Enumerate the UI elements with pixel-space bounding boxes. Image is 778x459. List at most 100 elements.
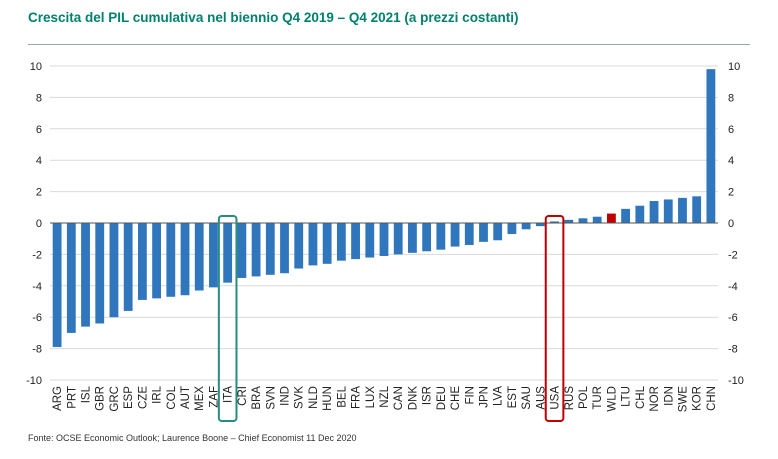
category-labels: ARG PRT ISL GBR GRC ESP CZE IRL COL AUT MEX ZAF ITA C… — [52, 385, 718, 412]
y-tick-label-left: 2 — [36, 187, 42, 199]
bar-hun — [322, 223, 332, 264]
bar-sau — [521, 223, 531, 230]
y-tick-label-left: 0 — [36, 218, 42, 230]
bar-aus — [535, 223, 545, 227]
bar-deu — [436, 223, 446, 250]
category-label-est: EST — [507, 386, 519, 408]
category-label-nzl: NZL — [379, 385, 391, 407]
category-label-arg: ARG — [52, 386, 64, 411]
bar-dnk — [408, 223, 417, 253]
bars — [52, 69, 716, 348]
title-divider — [28, 44, 750, 45]
bar-chn — [706, 69, 716, 223]
bar-nzl — [379, 223, 389, 256]
y-tick-label-left: -10 — [26, 375, 42, 387]
category-label-kor: KOR — [692, 386, 704, 411]
category-label-aut: AUT — [180, 386, 192, 409]
bar-che — [450, 223, 460, 247]
bar-usa — [550, 221, 559, 223]
y-tick-labels: 10 10 8 8 6 6 4 4 2 2 0 0 -2 -2 -4 -4 -6 -6 -8 -8 -10 -10 — [26, 61, 744, 387]
bar-arg — [52, 223, 62, 348]
category-label-bra: BRA — [251, 386, 263, 410]
bar-ind — [280, 223, 289, 274]
bar-mex — [194, 223, 204, 291]
category-label-tur: TUR — [592, 386, 604, 410]
category-label-wld: WLD — [606, 386, 618, 412]
y-tick-label-right: 8 — [728, 92, 734, 104]
bar-jpn — [479, 223, 488, 242]
category-label-lux: LUX — [365, 386, 377, 409]
category-label-irl: IRL — [152, 385, 164, 404]
category-label-sau: SAU — [521, 386, 533, 410]
highlight-box-ita — [217, 215, 238, 422]
bar-wld — [606, 213, 616, 223]
category-label-fin: FIN — [464, 386, 476, 405]
y-tick-label-right: 6 — [728, 124, 734, 136]
category-label-isr: ISR — [422, 386, 434, 405]
bar-tur — [592, 216, 602, 223]
bar-prt — [66, 223, 76, 333]
category-label-aus: AUS — [535, 386, 547, 410]
bar-ita — [223, 223, 233, 283]
category-label-isl: ISL — [81, 385, 93, 403]
bar-isl — [81, 223, 90, 327]
bar-col — [166, 223, 176, 297]
bar-grc — [109, 223, 119, 318]
bar-nld — [308, 223, 318, 266]
category-label-usa: USA — [550, 386, 562, 410]
bar-svn — [265, 223, 275, 275]
category-label-jpn: JPN — [478, 386, 490, 408]
category-label-svk: SVK — [294, 386, 306, 409]
category-label-fra: FRA — [351, 386, 363, 409]
bar-gbr — [95, 223, 105, 324]
category-label-ita: ITA — [223, 386, 235, 403]
bar-cze — [137, 223, 147, 300]
bar-svk — [294, 223, 304, 269]
category-label-lva: LVA — [493, 386, 505, 406]
category-label-pol: POL — [578, 385, 590, 409]
category-label-rus: RUS — [564, 386, 576, 411]
category-label-cze: CZE — [137, 386, 149, 409]
source-note: Fonte: OCSE Economic Outlook; Laurence B… — [28, 433, 357, 443]
bar-rus — [564, 219, 574, 223]
y-tick-label-right: -10 — [728, 375, 744, 387]
y-tick-label-right: -8 — [728, 344, 738, 356]
bar-bra — [251, 223, 261, 277]
bar-pol — [578, 218, 588, 223]
category-label-hun: HUN — [322, 386, 334, 411]
y-tick-label-right: -2 — [728, 249, 738, 261]
y-tick-label-left: -8 — [32, 344, 42, 356]
y-tick-label-left: -4 — [32, 281, 42, 293]
category-label-nld: NLD — [308, 386, 320, 409]
category-label-che: CHE — [450, 386, 462, 411]
y-tick-label-right: 2 — [728, 187, 734, 199]
category-label-mex: MEX — [194, 386, 206, 411]
bar-lux — [365, 223, 375, 258]
y-tick-label-left: 4 — [36, 155, 42, 167]
bar-esp — [123, 223, 133, 311]
bar-nor — [649, 201, 659, 223]
category-label-ltu: LTU — [621, 386, 633, 407]
category-label-bel: BEL — [336, 385, 348, 407]
bar-aut — [180, 223, 190, 296]
category-label-svn: SVN — [265, 386, 277, 410]
bar-cri — [237, 223, 247, 278]
category-label-swe: SWE — [677, 386, 689, 413]
bar-bel — [336, 223, 346, 261]
bar-idn — [663, 199, 673, 223]
bar-kor — [692, 196, 702, 223]
bar-fin — [464, 223, 474, 245]
bar-chl — [635, 205, 645, 223]
bar-fra — [351, 223, 360, 260]
bar-zaf — [209, 223, 218, 288]
bar-irl — [152, 223, 162, 299]
category-label-cri: CRI — [237, 386, 249, 406]
y-tick-label-right: 0 — [728, 218, 734, 230]
category-label-chn: CHN — [706, 386, 718, 411]
category-label-esp: ESP — [123, 386, 135, 409]
category-label-deu: DEU — [436, 386, 448, 410]
category-label-gbr: GBR — [95, 386, 107, 411]
bar-swe — [678, 197, 687, 223]
highlight-boxes — [217, 215, 565, 422]
